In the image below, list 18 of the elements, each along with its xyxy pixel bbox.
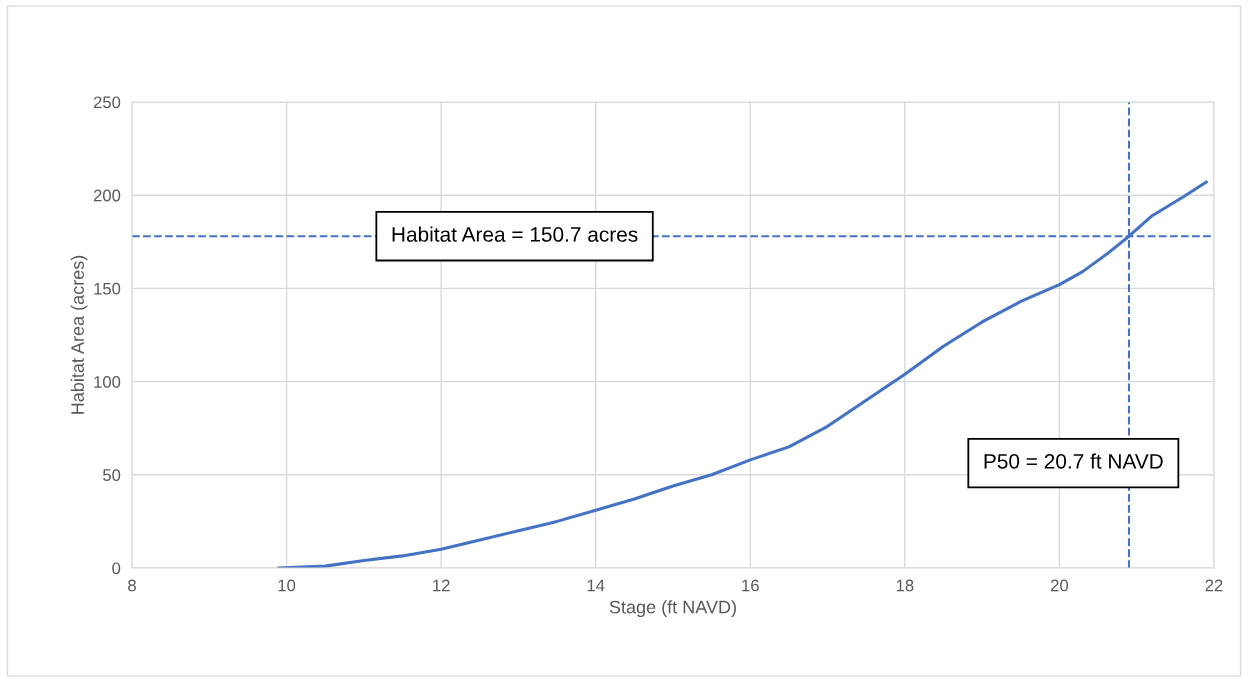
y-tick-label: 100	[94, 376, 121, 388]
x-tick-label: 10	[278, 579, 296, 592]
x-tick-label: 8	[128, 579, 136, 592]
annotation: P50 = 20.7 ft NAVD	[984, 453, 1163, 469]
y-tick-label: 0	[112, 562, 121, 575]
y-tick-label: 50	[103, 469, 121, 481]
y-tick-label: 250	[93, 96, 121, 109]
y-tick-label: 200	[93, 189, 121, 202]
x-tick-label: 18	[896, 579, 914, 592]
x-tick-label: 20	[1051, 579, 1069, 592]
x-tick-label: 12	[433, 579, 450, 592]
y-axis-title: Habitat Area (acres)	[70, 255, 88, 414]
x-axis-title: Stage (ft NAVD)	[609, 600, 736, 618]
x-tick-label: 16	[742, 579, 759, 592]
x-tick-label: 14	[587, 579, 605, 592]
x-tick-label: 22	[1205, 579, 1223, 592]
y-tick-label: 150	[94, 282, 121, 295]
annotation: Habitat Area = 150.7 acres	[392, 226, 638, 242]
